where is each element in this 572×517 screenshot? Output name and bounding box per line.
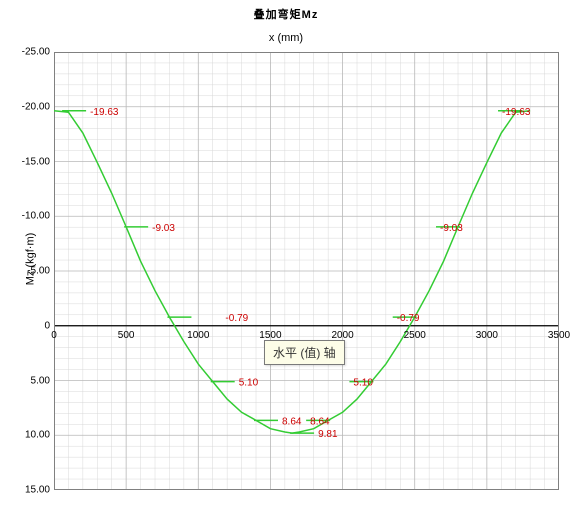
x-tick: 2500 [404,330,426,341]
y-tick: 15.00 [10,485,50,496]
chart-title: 叠加弯矩Mz [4,6,568,22]
chart-subtitle: x (mm) [4,32,568,44]
svg-text:-0.79: -0.79 [397,313,420,324]
svg-text:5.10: 5.10 [239,378,259,389]
axis-tooltip: 水平 (值) 轴 [264,340,345,365]
svg-text:5.10: 5.10 [353,378,373,389]
x-tick: 0 [51,330,57,341]
x-tick: 1500 [259,330,281,341]
y-tick: -25.00 [10,47,50,58]
y-tick: -10.00 [10,211,50,222]
svg-text:8.64: 8.64 [282,416,302,427]
x-tick: 2000 [331,330,353,341]
svg-text:-9.03: -9.03 [152,223,175,234]
y-tick: -20.00 [10,101,50,112]
y-tick: -5.00 [10,266,50,277]
x-tick: 3000 [476,330,498,341]
plot-svg: -19.63 -9.03 -0.79 5.10 8.64 9.81 8.64 5.10 -0.7… [54,52,559,490]
figure: 叠加弯矩Mz x (mm) Mz (kgf·m) -19.63 -9.03 -0.7… [4,4,568,513]
svg-text:-0.79: -0.79 [225,313,248,324]
y-tick: 5.00 [10,375,50,386]
plot-area: -19.63 -9.03 -0.79 5.10 8.64 9.81 8.64 5.10 -0.7… [54,52,559,490]
y-tick: 10.00 [10,430,50,441]
x-tick: 1000 [187,330,209,341]
y-tick: -15.00 [10,156,50,167]
svg-text:-19.63: -19.63 [502,107,531,118]
y-tick: 0 [10,320,50,331]
x-tick: 500 [118,330,135,341]
svg-text:-19.63: -19.63 [90,107,119,118]
y-axis-label: Mz (kgf·m) [24,232,36,285]
svg-text:8.64: 8.64 [310,416,330,427]
svg-text:-9.03: -9.03 [440,223,463,234]
svg-text:9.81: 9.81 [318,429,338,440]
x-tick: 3500 [548,330,570,341]
